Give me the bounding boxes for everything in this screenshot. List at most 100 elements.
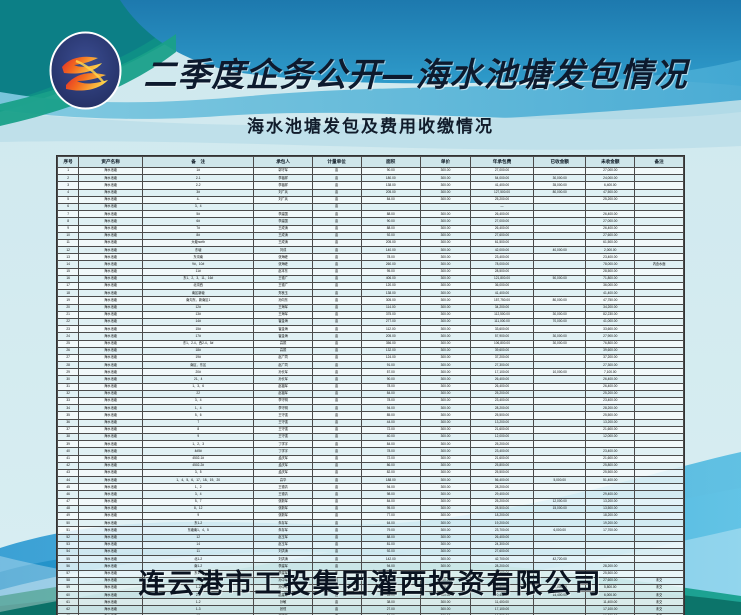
table-row: 25 海水池塘 东1、2-4、西2-4、5# 高振亩 356.00 300.00 106,8…: [56, 339, 684, 348]
cell-note: [634, 411, 684, 420]
table-row: 39 海水池塘 1、2、3 丁学宇亩 84.00 300.00 25,200.00: [56, 440, 684, 449]
table-row: 36 海水池塘 7 王守强亩 44.00 300.00 13,200.00 13,200.00: [56, 418, 684, 427]
cell-note: [634, 281, 684, 291]
cell-note: [634, 188, 684, 197]
table-row: 4 海水池塘 3# 刘广兵亩 205.00 300.00 127,500.00 80,000.…: [56, 188, 684, 197]
cell-area: 94.00: [360, 404, 421, 413]
table-row: 42 海水池塘 4502-2# 孟庆军亩 86.00 300.00 25,800.00 25,…: [56, 461, 684, 470]
cell-annual-fee: 39,600.00: [469, 346, 535, 355]
cell-note: 未交: [634, 605, 684, 614]
cell-contractor: 崔金海: [253, 332, 313, 341]
cell-contractor: 王德清: [253, 483, 313, 492]
cell-annual-fee: 12,000.00: [469, 432, 535, 442]
cell-annual-fee: 25,200.00: [469, 389, 535, 399]
cell-contractor: 高振: [253, 339, 313, 348]
cell-unit: 亩: [311, 353, 362, 363]
cell-unpaid: 27,000.00: [585, 166, 636, 176]
cell-remark: 南区、东区: [141, 361, 255, 370]
cell-contractor: 赵福军: [253, 382, 313, 391]
cell-remark: 7#: [141, 224, 255, 233]
cell-asset: 海水池塘: [78, 310, 143, 319]
cell-remark: 1-3: [141, 605, 255, 614]
cell-annual-fee: 21,600.00: [469, 425, 535, 434]
cell-unit: 亩: [311, 404, 362, 413]
cell-asset: 海水池塘: [78, 382, 143, 391]
cell-area: 305.00: [360, 296, 421, 305]
cell-contractor: 王成涛: [253, 224, 313, 233]
cell-unpaid: 26,400.00: [585, 224, 636, 233]
cell-paid: [533, 547, 587, 557]
cell-asset: 海水池塘: [78, 483, 143, 492]
cell-paid: [533, 404, 587, 413]
cell-area: 85.00: [360, 411, 421, 420]
cell-asset: 海水池塘: [78, 267, 143, 276]
cell-contractor: 赵福军: [253, 389, 313, 399]
cell-no: 7: [56, 210, 80, 219]
cell-note: [634, 382, 684, 391]
cell-price: 300.00: [420, 454, 471, 463]
cell-asset: 海水池塘: [78, 339, 143, 348]
cell-note: [634, 540, 684, 549]
cell-unpaid: 26,400.00: [585, 375, 636, 384]
cell-note: [634, 210, 684, 219]
cell-price: 300.00: [420, 317, 471, 327]
company-logo-icon: [46, 31, 125, 110]
cell-remark: 4502-1#: [141, 454, 255, 463]
cell-unit: 亩: [311, 418, 362, 427]
table-row: 48 海水池塘 8、12 张新军亩 95.00 300.00 28,500.00 15,000…: [56, 504, 684, 514]
cell-note: [634, 533, 684, 542]
cell-remark: 14#: [141, 317, 255, 327]
cell-area: 375.00: [360, 310, 421, 319]
cell-annual-fee: 25,200.00: [469, 195, 535, 204]
cell-annual-fee: 26,400.00: [469, 382, 535, 391]
cell-contractor: 刘成: [253, 246, 313, 255]
cell-paid: 6,000.00: [533, 526, 587, 535]
cell-note: [634, 339, 684, 348]
cell-unit: 亩: [311, 210, 362, 219]
cell-paid: [533, 440, 587, 449]
table-row: 63海水池塘12王守兵亩56.00300.0016,800.0016,800.0…: [56, 612, 684, 615]
cell-note: [634, 332, 684, 341]
cell-price: 300.00: [420, 382, 471, 391]
table-row: 23 海水池塘 15# 崔金海亩 112.00 300.00 33,600.00 33,600…: [56, 325, 684, 334]
cell-unpaid: 25,500.00: [585, 468, 636, 478]
cell-unpaid: 2,000.00: [585, 246, 636, 255]
cell-remark: 3、4: [141, 202, 255, 212]
cell-area: 84.00: [360, 440, 421, 449]
cell-price: 300.00: [420, 432, 471, 442]
cell-unit: 亩: [311, 375, 362, 384]
cell-paid: [533, 605, 587, 614]
cell-asset: 海水池塘: [78, 396, 143, 406]
cell-no: 18: [56, 289, 80, 298]
cell-annual-fee: 41,400.00: [469, 289, 535, 298]
cell-note: [634, 418, 684, 427]
cell-contractor: 赵玉军: [253, 533, 313, 542]
table-row: 62 海水池塘 1-3 张恒亩 27.00 300.00 17,100.00 17,100.0…: [56, 605, 684, 614]
cell-asset: 海水池塘: [78, 253, 143, 262]
cell-area: 112.00: [360, 325, 421, 334]
cell-note: [634, 447, 684, 456]
cell-paid: [533, 396, 587, 406]
cell-no: 41: [56, 454, 80, 463]
cell-unpaid: 36,000.00: [585, 281, 636, 291]
cell-asset: 海水池塘: [78, 519, 143, 528]
table-row: 54 海水池塘 11 刘洪涛亩 92.00 300.00 27,600.00: [56, 547, 684, 557]
cell-area: 78.00: [360, 447, 421, 456]
cell-remark: 东塘: [141, 246, 255, 255]
cell-annual-fee: 106,800.00: [469, 339, 535, 348]
cell-asset: 海水池塘: [78, 296, 143, 305]
cell-annual-fee: 23,400.00: [469, 447, 535, 456]
cell-unit: 亩: [311, 332, 362, 341]
cell-remark: 5、6: [141, 411, 255, 420]
table-row: 29 海水池塘 20# 孙长军亩 57.00 300.00 17,100.00 10,000.…: [56, 368, 684, 377]
cell-remark: 1、2: [141, 483, 255, 492]
cell-no: 16: [56, 274, 80, 284]
cell-price: 300.00: [420, 533, 471, 542]
cell-area: 138.00: [360, 289, 421, 298]
cell-paid: [533, 353, 587, 363]
cell-asset: 海水池塘: [78, 540, 143, 549]
cell-contractor: 赵玉军: [253, 540, 313, 549]
cell-unpaid: 61,500.00: [585, 238, 636, 248]
cell-price: 300.00: [420, 468, 471, 478]
cell-area: 84.00: [360, 497, 421, 506]
